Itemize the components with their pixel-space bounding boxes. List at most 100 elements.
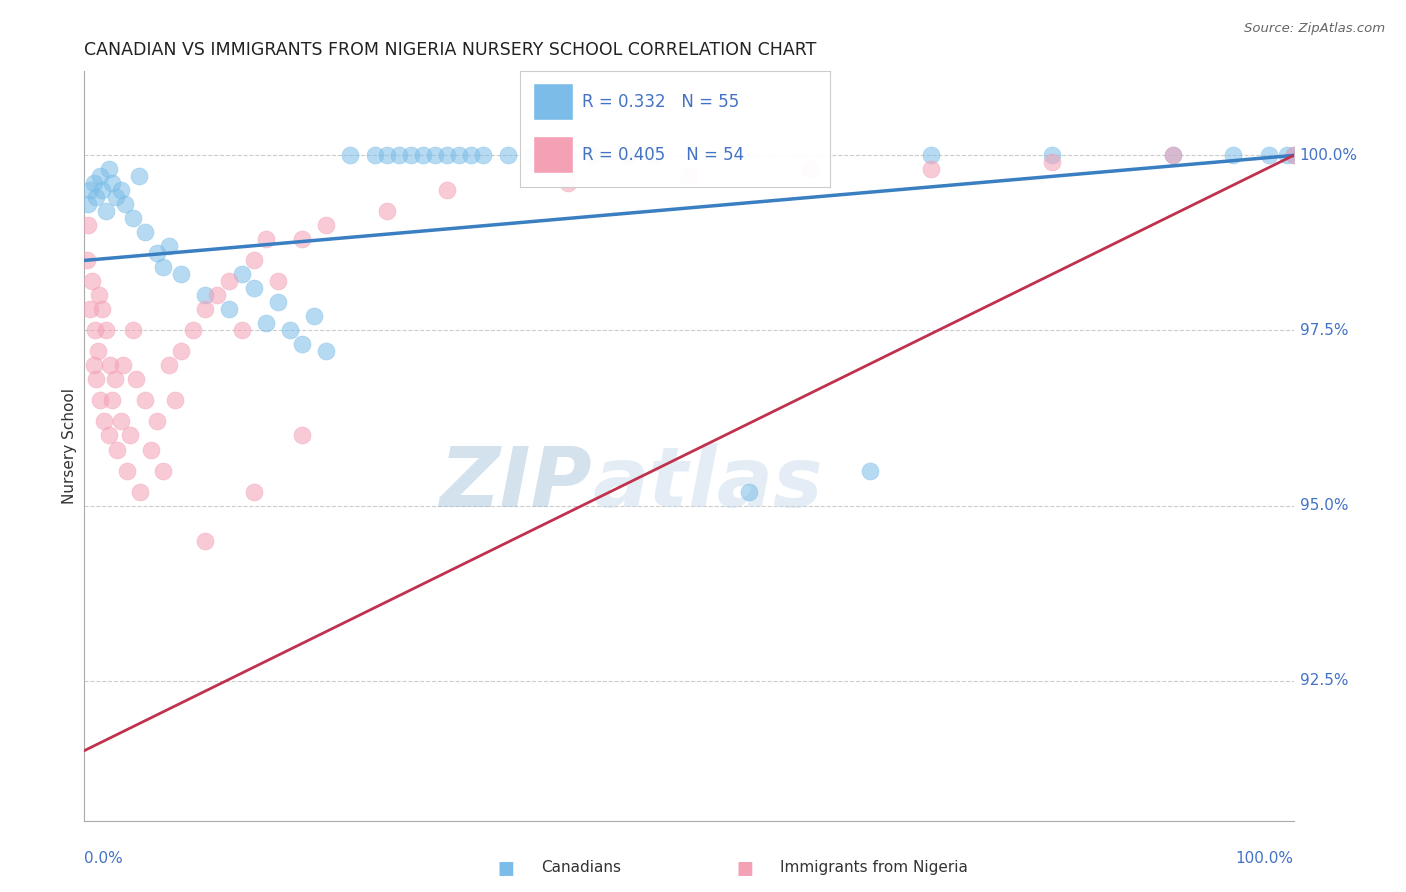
Point (412, 148, 434, 162)
Bar (533, 83, 572, 120)
Point (267, 295, 290, 310)
Point (170, 268, 193, 282)
Point (557, 148, 579, 162)
Point (112, 359, 135, 373)
Point (1277, 148, 1299, 162)
Point (678, 169, 700, 184)
Text: Immigrants from Nigeria: Immigrants from Nigeria (780, 860, 969, 874)
Point (242, 281, 264, 295)
Point (1258, 148, 1281, 162)
Point (105, 442, 128, 457)
Point (80, 275, 103, 289)
Point (91, 302, 114, 317)
Point (76, 253, 98, 268)
Text: Canadians: Canadians (541, 860, 621, 874)
Point (449, 148, 471, 162)
Point (89, 169, 111, 184)
Text: R = 0.332   N = 55: R = 0.332 N = 55 (582, 93, 740, 111)
Point (557, 177, 579, 191)
Point (617, 148, 640, 162)
Point (110, 415, 132, 429)
Point (83, 359, 105, 373)
Point (315, 344, 337, 359)
Text: R = 0.405    N = 54: R = 0.405 N = 54 (582, 146, 744, 164)
Point (101, 177, 124, 191)
Text: 0.0%: 0.0% (84, 851, 124, 865)
Point (83, 177, 105, 191)
Point (129, 484, 152, 499)
Point (79, 183, 101, 197)
Point (460, 148, 482, 162)
Point (139, 442, 162, 457)
Point (104, 190, 127, 204)
Point (121, 211, 143, 226)
Point (86, 344, 108, 359)
Point (104, 372, 127, 386)
Text: 100.0%: 100.0% (1236, 851, 1294, 865)
Point (86, 190, 108, 204)
Point (302, 310, 325, 324)
Point (152, 463, 174, 477)
Text: 97.5%: 97.5% (1299, 323, 1348, 338)
Point (242, 484, 264, 499)
Point (146, 246, 169, 260)
Point (581, 148, 603, 162)
Text: ZIP: ZIP (440, 443, 592, 524)
Point (125, 372, 148, 386)
Text: Source: ZipAtlas.com: Source: ZipAtlas.com (1244, 22, 1385, 36)
Point (170, 344, 193, 359)
Point (97, 428, 120, 442)
Point (134, 393, 156, 408)
Point (91, 183, 114, 197)
Point (1282, 148, 1305, 162)
Point (291, 232, 314, 246)
Point (1161, 148, 1184, 162)
Text: 95.0%: 95.0% (1299, 498, 1348, 513)
Point (920, 162, 942, 177)
Point (94, 204, 117, 219)
Point (231, 268, 253, 282)
Point (79, 302, 101, 317)
Point (101, 393, 124, 408)
Point (93, 415, 115, 429)
Point (315, 219, 337, 233)
Point (472, 148, 495, 162)
Point (94, 323, 117, 337)
Point (86, 372, 108, 386)
Point (115, 463, 138, 477)
Point (1040, 155, 1063, 169)
Text: 92.5%: 92.5% (1299, 673, 1348, 688)
Point (207, 288, 229, 302)
Point (231, 323, 253, 337)
Point (152, 260, 174, 275)
Point (375, 204, 398, 219)
Point (738, 484, 761, 499)
Point (97, 162, 120, 177)
Point (121, 323, 143, 337)
Point (291, 428, 314, 442)
Point (254, 232, 277, 246)
Point (267, 275, 290, 289)
Bar (533, 136, 572, 173)
Point (114, 197, 136, 211)
Point (436, 183, 458, 197)
Point (920, 148, 942, 162)
Point (77, 219, 100, 233)
Point (423, 148, 446, 162)
Point (291, 337, 314, 351)
Point (641, 148, 664, 162)
Text: 100.0%: 100.0% (1299, 148, 1358, 163)
Point (496, 148, 519, 162)
Point (375, 148, 398, 162)
Point (134, 226, 156, 240)
Point (278, 323, 301, 337)
Point (339, 148, 361, 162)
Point (120, 428, 142, 442)
Point (1222, 148, 1244, 162)
Point (98, 359, 121, 373)
Point (1040, 148, 1063, 162)
Text: atlas: atlas (592, 443, 823, 524)
Point (254, 317, 277, 331)
Y-axis label: Nursery School: Nursery School (62, 388, 77, 504)
Point (87, 288, 110, 302)
